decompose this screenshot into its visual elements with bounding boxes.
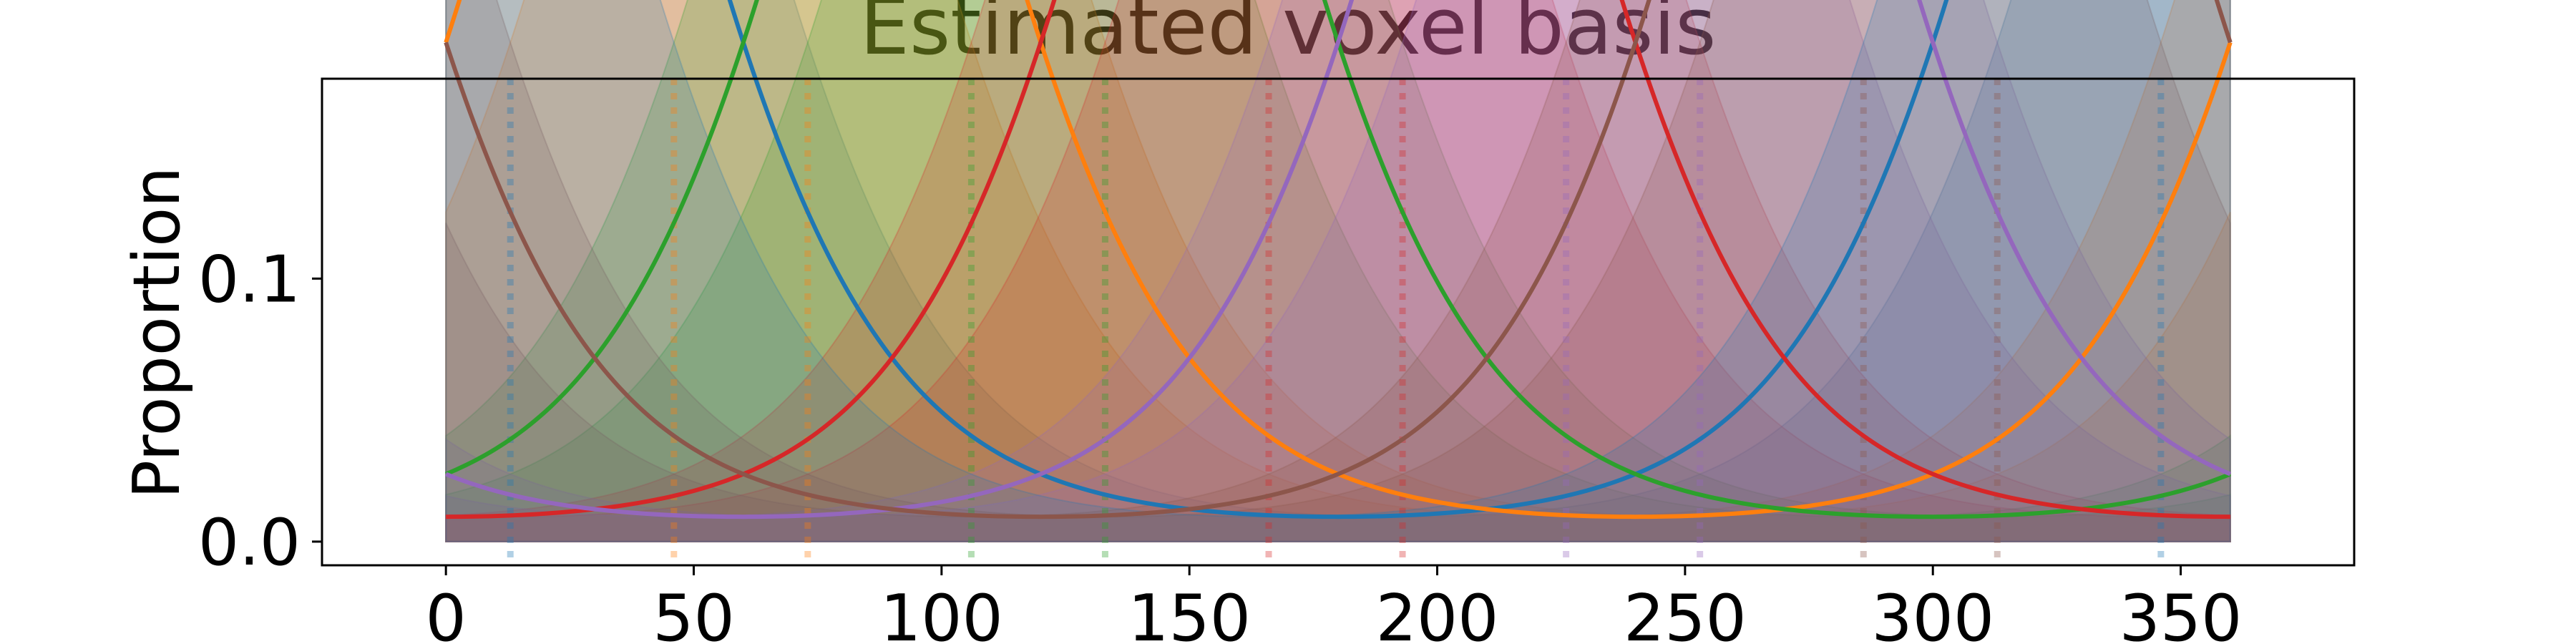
basis-band-5: [445, 0, 2231, 542]
basis-line-4: [445, 0, 2231, 519]
basis-band-10: [445, 0, 2231, 542]
x-tick-label-2: 100: [880, 581, 1003, 644]
y-axis-label: Proportion: [119, 167, 195, 499]
basis-band-6: [445, 0, 2231, 542]
x-tick-label-4: 200: [1376, 581, 1499, 644]
y-tick-label-0: 0.0: [198, 505, 301, 580]
chart-title: Estimated voxel basis: [859, 0, 1716, 72]
x-tick-label-3: 150: [1128, 581, 1251, 644]
plot-frame: [321, 77, 2356, 567]
basis-band-9: [445, 0, 2231, 542]
x-tick-label-7: 350: [2119, 581, 2243, 644]
vertical-markers: [507, 79, 2165, 565]
y-axis-ticks: 0.0 0.1: [198, 242, 322, 580]
basis-band-2: [445, 0, 2231, 542]
y-tick-label-1: 0.1: [198, 242, 301, 317]
basis-line-5: [444, 0, 2233, 519]
x-tick-label-0: 0: [426, 581, 467, 644]
basis-band-1: [445, 0, 2231, 542]
x-axis-ticks: 0 50 100 150 200 250 300 350: [426, 565, 2243, 644]
basis-lines: [444, 0, 2233, 519]
x-tick-label-1: 50: [653, 581, 735, 644]
basis-bands: [445, 0, 2231, 542]
x-tick-label-6: 300: [1871, 581, 1994, 644]
x-tick-label-5: 250: [1624, 581, 1747, 644]
